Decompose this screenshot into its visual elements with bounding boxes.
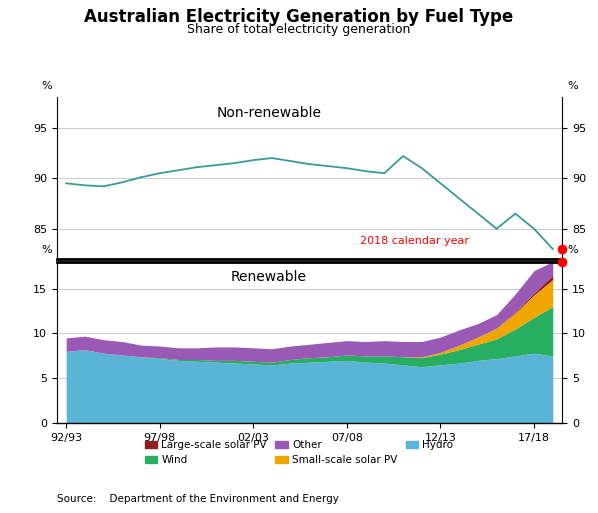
- Text: Share of total electricity generation: Share of total electricity generation: [187, 23, 411, 36]
- Text: %: %: [41, 245, 52, 255]
- Text: Australian Electricity Generation by Fuel Type: Australian Electricity Generation by Fue…: [84, 8, 514, 26]
- Text: Non-renewable: Non-renewable: [216, 106, 322, 120]
- Text: %: %: [41, 81, 52, 91]
- Text: 2018 calendar year: 2018 calendar year: [360, 236, 469, 246]
- Text: Renewable: Renewable: [231, 270, 307, 284]
- Text: %: %: [567, 245, 578, 255]
- Legend: Large-scale solar PV, Wind, Other, Small-scale solar PV, Hydro: Large-scale solar PV, Wind, Other, Small…: [141, 436, 457, 469]
- Text: %: %: [567, 81, 578, 91]
- Text: Source:    Department of the Environment and Energy: Source: Department of the Environment an…: [57, 494, 338, 504]
